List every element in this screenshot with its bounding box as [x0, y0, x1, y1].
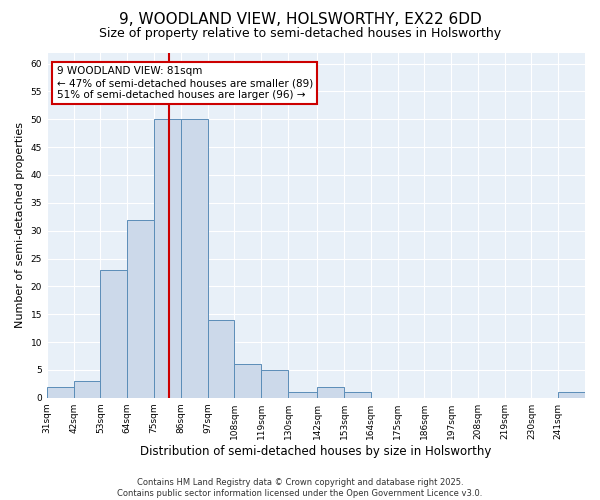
- Bar: [317, 386, 344, 398]
- Text: 9, WOODLAND VIEW, HOLSWORTHY, EX22 6DD: 9, WOODLAND VIEW, HOLSWORTHY, EX22 6DD: [119, 12, 481, 28]
- Bar: [47, 386, 74, 398]
- Text: Size of property relative to semi-detached houses in Holsworthy: Size of property relative to semi-detach…: [99, 28, 501, 40]
- Text: 9 WOODLAND VIEW: 81sqm
← 47% of semi-detached houses are smaller (89)
51% of sem: 9 WOODLAND VIEW: 81sqm ← 47% of semi-det…: [56, 66, 313, 100]
- X-axis label: Distribution of semi-detached houses by size in Holsworthy: Distribution of semi-detached houses by …: [140, 444, 491, 458]
- Bar: [288, 392, 317, 398]
- Bar: [181, 120, 208, 398]
- Bar: [100, 270, 127, 398]
- Bar: [154, 120, 181, 398]
- Bar: [127, 220, 154, 398]
- Bar: [344, 392, 371, 398]
- Bar: [261, 370, 288, 398]
- Bar: [74, 381, 100, 398]
- Y-axis label: Number of semi-detached properties: Number of semi-detached properties: [15, 122, 25, 328]
- Bar: [558, 392, 585, 398]
- Bar: [235, 364, 261, 398]
- Bar: [208, 320, 235, 398]
- Text: Contains HM Land Registry data © Crown copyright and database right 2025.
Contai: Contains HM Land Registry data © Crown c…: [118, 478, 482, 498]
